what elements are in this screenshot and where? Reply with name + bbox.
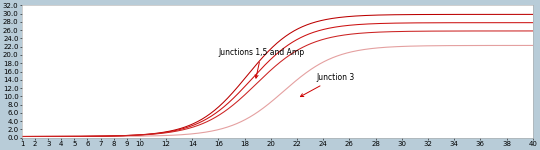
Text: Junctions 1,5 and Amp: Junctions 1,5 and Amp bbox=[219, 48, 305, 78]
Text: Junction 3: Junction 3 bbox=[300, 73, 355, 97]
